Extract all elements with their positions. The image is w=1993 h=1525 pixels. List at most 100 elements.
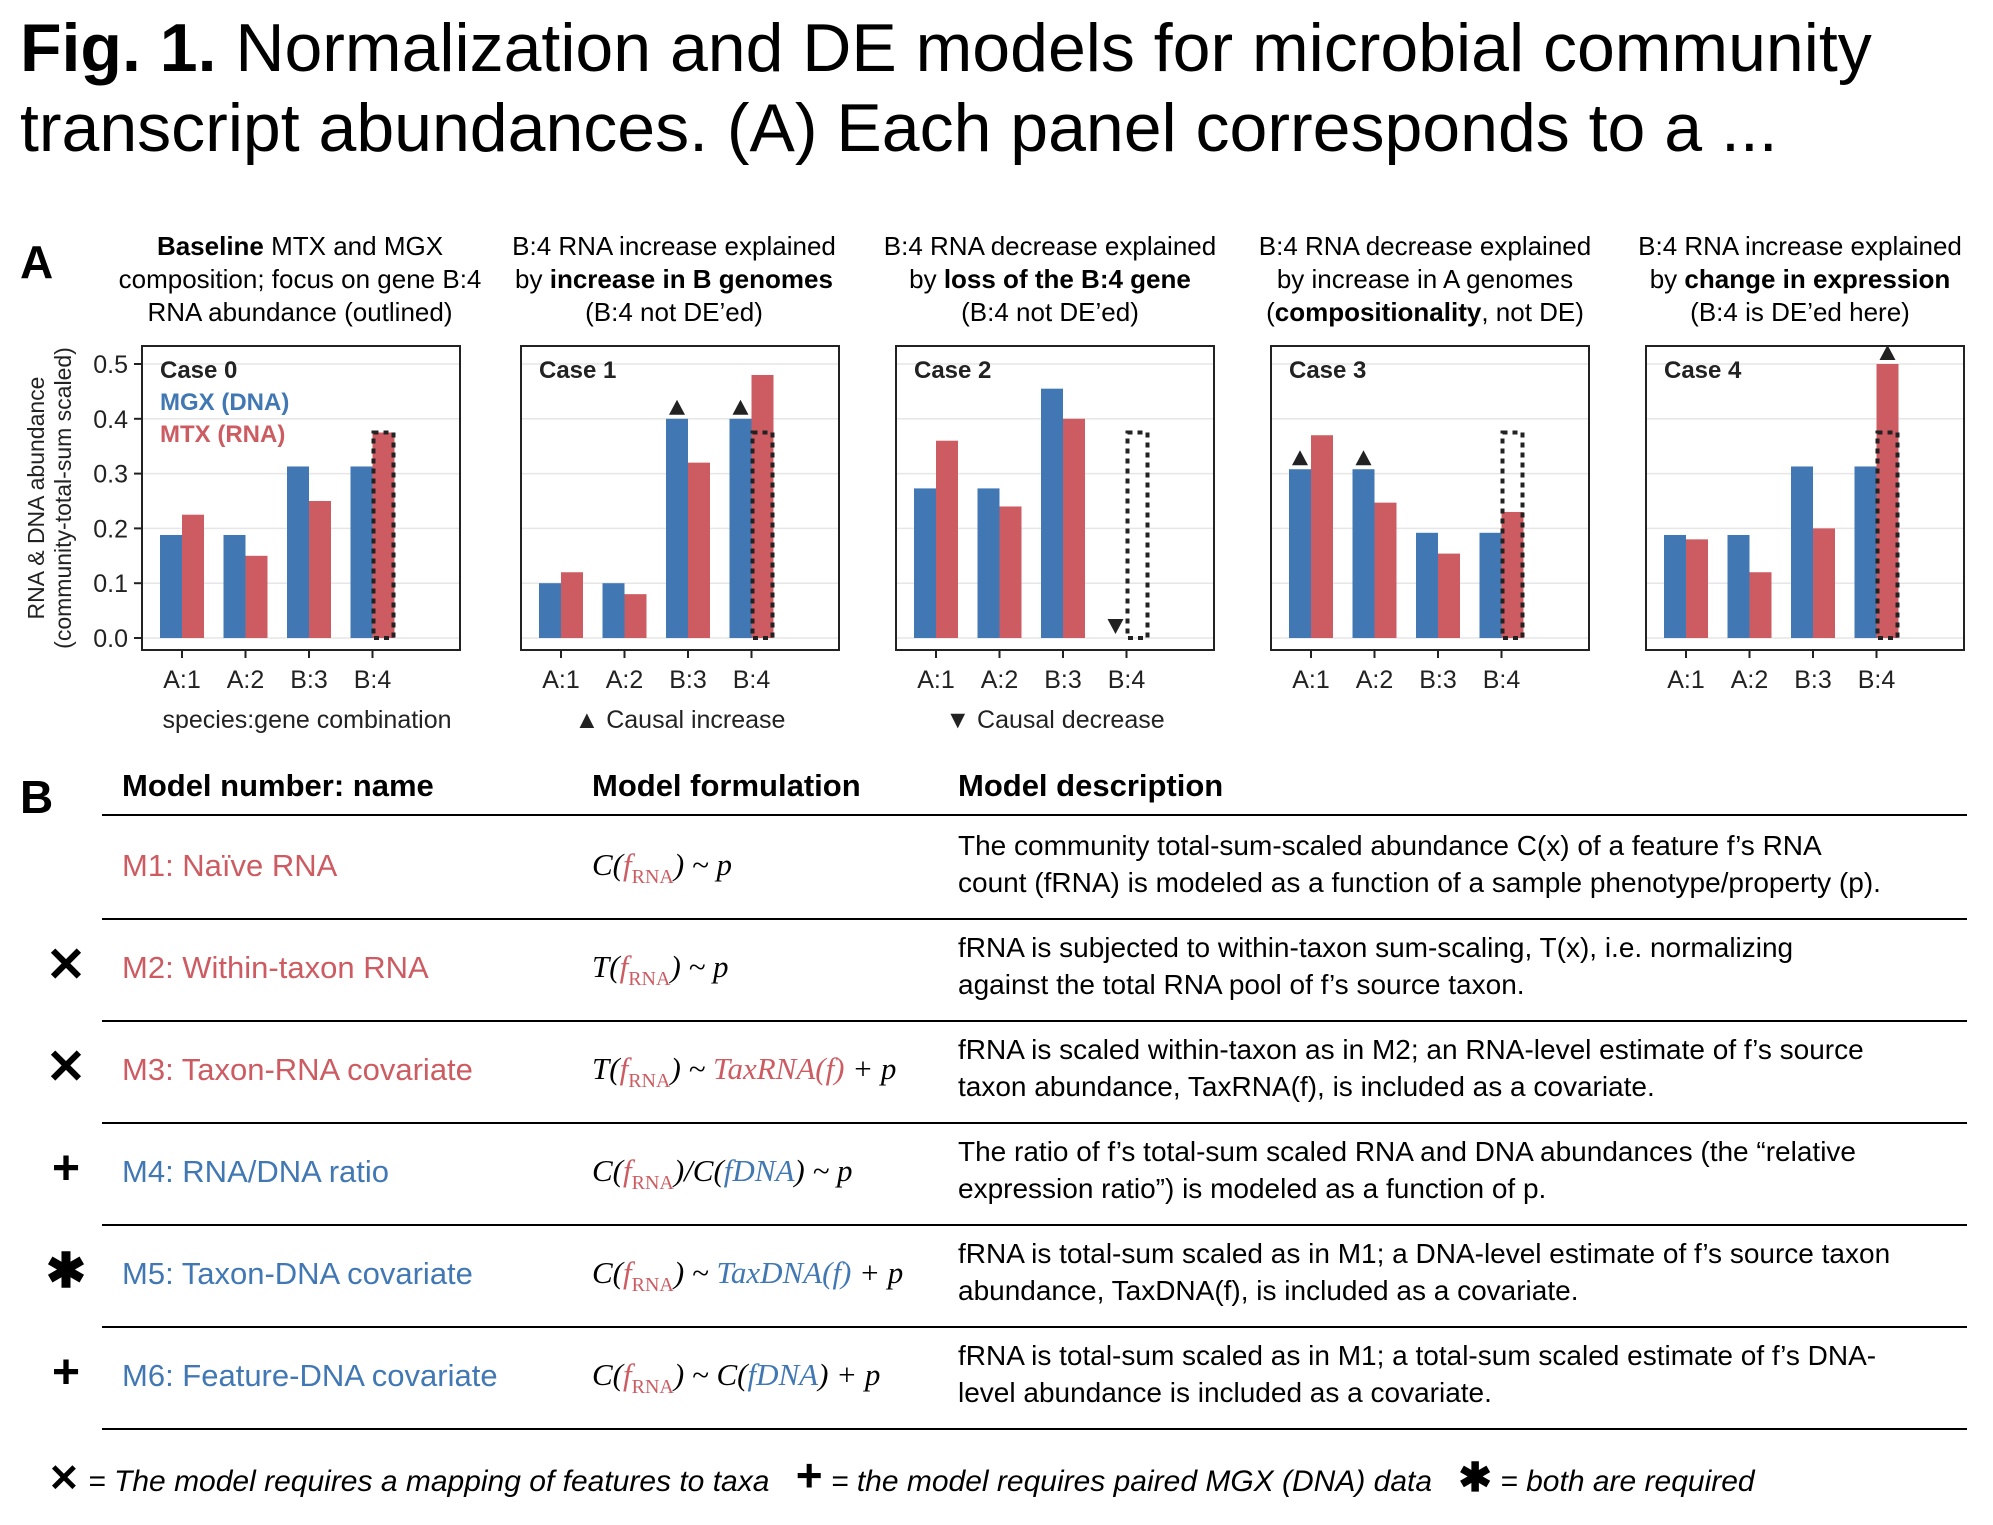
formulation-part: T( — [592, 1051, 620, 1086]
model-name: M4: RNA/DNA ratio — [122, 1154, 390, 1189]
description-line2: count (fRNA) is modeled as a function of… — [958, 867, 1881, 898]
x-tick-label: A:2 — [227, 666, 265, 694]
case-label: Case 2 — [914, 357, 991, 384]
x-tick-label: A:2 — [1731, 666, 1769, 694]
formulation-part: ) ~ p — [670, 949, 729, 984]
bar-dna-B-4 — [729, 418, 752, 638]
causal-increase-marker — [669, 399, 685, 415]
formulation-part: + p — [844, 1051, 897, 1086]
case-label: Case 1 — [539, 357, 616, 384]
x-axis-label: ▼ Causal decrease — [945, 706, 1164, 734]
bar-dna-A-1 — [1289, 469, 1311, 638]
plot-frame — [895, 345, 1215, 651]
header-model-name: Model number: name — [122, 768, 434, 803]
model-name: M1: Naïve RNA — [122, 848, 338, 883]
outlined-feature-box — [1875, 430, 1900, 640]
bar-rna-A-2 — [245, 555, 268, 638]
formulation-part: TaxDNA(f) — [716, 1255, 852, 1290]
panel-header-line1: B:4 RNA decrease explained — [883, 231, 1217, 261]
model-name: M6: Feature-DNA covariate — [122, 1358, 498, 1393]
formulation-part: f — [623, 1357, 632, 1392]
description-line2: against the total RNA pool of f’s source… — [958, 969, 1525, 1000]
description-line2: taxon abundance, TaxRNA(f), is included … — [958, 1071, 1655, 1102]
formulation-part: RNA — [631, 1376, 674, 1398]
x-tick-label: B:4 — [733, 666, 771, 694]
outlined-feature-box — [371, 430, 396, 640]
bar-dna-B-3 — [1041, 388, 1063, 638]
bar-dna-B-3 — [287, 466, 309, 638]
legend-entry-dna: MGX (DNA) — [160, 389, 289, 416]
y-tick-label: 0.1 — [93, 570, 128, 598]
plot-frame — [520, 345, 840, 651]
bar-rna-A-2 — [999, 506, 1022, 638]
description-line1: The ratio of f’s total-sum scaled RNA an… — [958, 1136, 1856, 1167]
outlined-feature-box — [1125, 430, 1150, 640]
model-name: M3: Taxon-RNA covariate — [122, 1052, 473, 1087]
cross-icon: ✕ — [45, 1041, 87, 1094]
formulation-part: f — [623, 1255, 632, 1290]
causal-increase-marker — [1879, 345, 1896, 360]
plus-icon: + — [51, 1142, 81, 1195]
bar-dna-A-2 — [1352, 469, 1375, 638]
causal-increase-marker — [1355, 450, 1372, 466]
description-line1: fRNA is subjected to within-taxon sum-sc… — [958, 932, 1794, 963]
description-line2: abundance, TaxDNA(f), is included as a c… — [958, 1275, 1579, 1306]
model-description: fRNA is total-sum scaled as in M1; a tot… — [958, 1337, 1958, 1411]
bar-rna-B-3 — [1063, 418, 1085, 638]
x-axis-label: ▲ Causal increase — [575, 706, 786, 734]
formulation-part: )/C( — [673, 1153, 724, 1188]
bar-dna-A-2 — [977, 488, 1000, 638]
formulation-part: fDNA — [723, 1153, 795, 1188]
bar-rna-B-4 — [1876, 364, 1899, 638]
bar-rna-B-4 — [1501, 511, 1524, 638]
bar-dna-B-4 — [350, 466, 373, 638]
panel-header-line2: composition; focus on gene B:4 — [118, 264, 482, 294]
bar-rna-A-2 — [624, 594, 647, 638]
panel-header-line1: B:4 RNA increase explained — [1638, 231, 1962, 261]
bar-rna-A-2 — [1749, 572, 1772, 638]
case-label: Case 3 — [1289, 357, 1366, 384]
bar-rna-B-4 — [372, 432, 395, 638]
legend-text-1: = The model requires a mapping of featur… — [79, 1465, 770, 1498]
cross-icon: ✕ — [45, 939, 87, 992]
bar-dna-B-3 — [666, 418, 688, 638]
x-tick-label: A:2 — [1356, 666, 1394, 694]
x-tick-label: B:4 — [1108, 666, 1146, 694]
panel-header-line1: Baseline MTX and MGX — [156, 231, 444, 261]
formulation-part: RNA — [631, 1172, 674, 1194]
causal-decrease-marker — [1107, 619, 1124, 634]
legend-text-2: = the model requires paired MGX (DNA) da… — [822, 1465, 1433, 1498]
formulation-part: RNA — [631, 1274, 674, 1296]
x-tick-label: A:1 — [1292, 666, 1330, 694]
row-divider — [102, 1224, 1967, 1226]
panel-header-line2: by increase in A genomes — [1276, 264, 1574, 294]
model-description: The ratio of f’s total-sum scaled RNA an… — [958, 1133, 1958, 1207]
formulation-part: C( — [592, 1153, 623, 1188]
row-divider — [102, 918, 1967, 920]
formulation-part: fDNA — [747, 1357, 819, 1392]
panel-header-4: B:4 RNA increase explained by change in e… — [1615, 230, 1985, 329]
bar-rna-B-3 — [688, 462, 710, 638]
y-tick-label: 0.5 — [93, 351, 128, 379]
legend-text-3: = both are required — [1491, 1465, 1755, 1498]
formulation-part: f — [623, 847, 632, 882]
panel-a-letter: A — [20, 236, 54, 288]
x-tick-label: B:4 — [1483, 666, 1521, 694]
bar-dna-A-2 — [602, 583, 625, 638]
panel-header-line2: by change in expression — [1649, 264, 1951, 294]
case-label: Case 0 — [160, 357, 237, 384]
x-tick-label: B:3 — [1044, 666, 1082, 694]
row-divider — [102, 1428, 1967, 1430]
bar-dna-B-4 — [1479, 532, 1502, 638]
row-divider — [102, 1326, 1967, 1328]
y-tick-label: 0.2 — [93, 515, 128, 543]
model-formulation: T(fRNA) ~ p — [592, 949, 729, 990]
asterisk-icon: ✱ — [45, 1245, 87, 1298]
y-axis-label-line1: RNA & DNA abundance — [23, 377, 49, 620]
model-formulation: T(fRNA) ~ TaxRNA(f) + p — [592, 1051, 897, 1092]
formulation-part: TaxRNA(f) — [713, 1051, 845, 1086]
panel-header-line3: (B:4 not DE’ed) — [961, 297, 1139, 327]
bar-rna-B-4 — [751, 374, 774, 638]
x-tick-label: B:4 — [354, 666, 392, 694]
y-axis-label: RNA & DNA abundance(community-total-sum … — [23, 347, 76, 649]
